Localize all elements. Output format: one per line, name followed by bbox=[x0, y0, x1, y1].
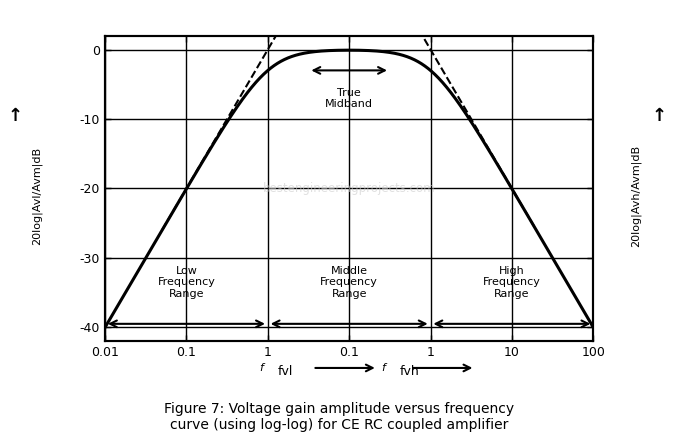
Text: Middle
Frequency
Range: Middle Frequency Range bbox=[320, 265, 378, 299]
Text: ↑: ↑ bbox=[652, 107, 666, 125]
Text: Figure 7: Voltage gain amplitude versus frequency
curve (using log-log) for CE R: Figure 7: Voltage gain amplitude versus … bbox=[164, 402, 514, 432]
Text: bestengineeringprojects.com: bestengineeringprojects.com bbox=[263, 182, 435, 195]
Text: fvh: fvh bbox=[400, 364, 420, 378]
Text: High
Frequency
Range: High Frequency Range bbox=[483, 265, 541, 299]
Text: f: f bbox=[381, 363, 385, 373]
Text: Low
Frequency
Range: Low Frequency Range bbox=[157, 265, 216, 299]
Text: 20log|Avl/Avm|dB: 20log|Avl/Avm|dB bbox=[32, 147, 43, 245]
Text: True
Midband: True Midband bbox=[325, 88, 373, 109]
Text: f: f bbox=[259, 363, 263, 373]
Text: 20log|Avh/Avm|dB: 20log|Avh/Avm|dB bbox=[631, 145, 641, 247]
Text: ↑: ↑ bbox=[7, 107, 22, 125]
Text: fvl: fvl bbox=[278, 364, 294, 378]
